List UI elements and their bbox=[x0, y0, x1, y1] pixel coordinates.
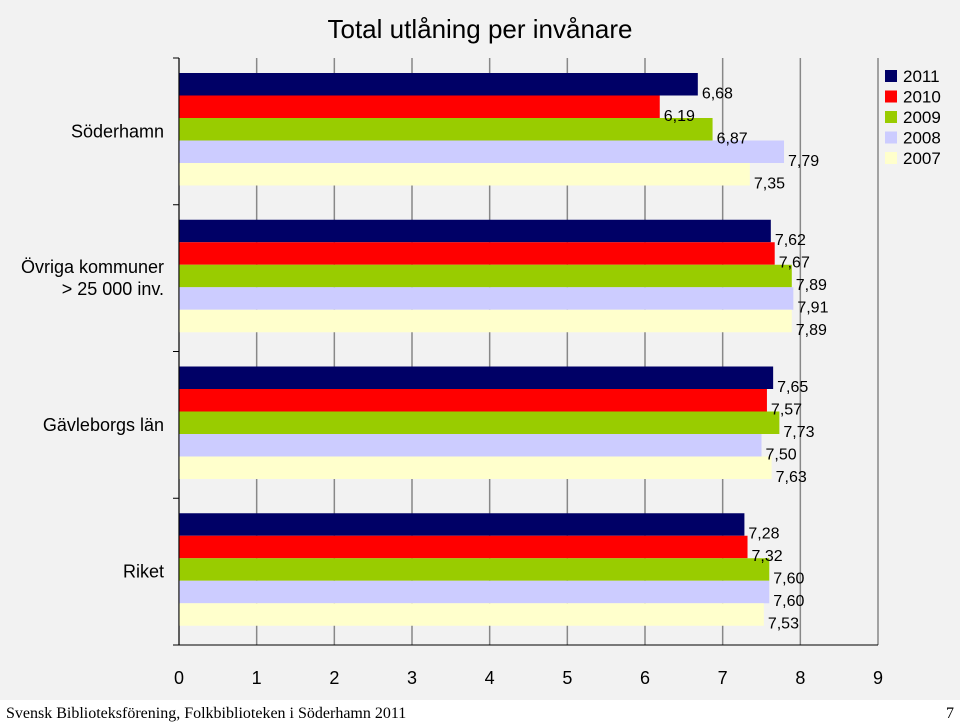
bar-2011-1 bbox=[179, 219, 771, 243]
bar-2010-0 bbox=[179, 95, 660, 118]
bar-chart: 0 1 2 3 4 5 6 7 8 9 Söderhamn Övriga kommuner > 25 0… bbox=[21, 14, 941, 688]
legend-label: 2009 bbox=[903, 108, 941, 127]
x-tick-label: 5 bbox=[562, 668, 572, 688]
x-tick-label: 1 bbox=[252, 668, 262, 688]
legend-swatch-2011 bbox=[885, 70, 897, 82]
legend-swatch-2010 bbox=[885, 90, 897, 103]
data-label: 7,32 bbox=[752, 548, 783, 565]
data-label: 7,89 bbox=[796, 277, 827, 294]
data-label: 6,19 bbox=[664, 108, 695, 125]
x-tick-label: 3 bbox=[407, 668, 417, 688]
bar-2010-1 bbox=[179, 242, 775, 265]
data-label: 7,57 bbox=[771, 401, 802, 418]
x-tick-label: 8 bbox=[795, 668, 805, 688]
data-label: 7,60 bbox=[773, 593, 804, 610]
category-label: Gävleborgs län bbox=[43, 415, 164, 435]
data-label: 7,62 bbox=[775, 232, 806, 249]
data-label: 7,60 bbox=[773, 571, 804, 588]
data-label: 6,68 bbox=[702, 85, 733, 102]
legend-swatch-2007 bbox=[885, 152, 897, 164]
data-label: 7,35 bbox=[754, 175, 785, 192]
bar-2007-0 bbox=[179, 163, 750, 186]
legend-label: 2007 bbox=[903, 149, 941, 168]
data-label: 7,79 bbox=[788, 153, 819, 170]
data-label: 7,67 bbox=[779, 255, 810, 272]
page-footer: Svensk Biblioteksförening, Folkbibliotek… bbox=[0, 700, 960, 725]
data-label: 7,89 bbox=[796, 322, 827, 339]
x-tick-label: 7 bbox=[718, 668, 728, 688]
chart-slide: 0 1 2 3 4 5 6 7 8 9 Söderhamn Övriga kommuner > 25 0… bbox=[0, 0, 960, 700]
bar-2007-2 bbox=[179, 456, 772, 479]
legend-swatch-2009 bbox=[885, 111, 897, 123]
x-tick-label: 4 bbox=[485, 668, 495, 688]
chart-title: Total utlåning per invånare bbox=[328, 14, 633, 44]
bar-2011-2 bbox=[179, 366, 774, 389]
data-label: 7,28 bbox=[748, 526, 779, 543]
x-tick-label: 0 bbox=[174, 668, 184, 688]
bar-2008-0 bbox=[179, 140, 785, 163]
data-label: 7,63 bbox=[776, 469, 807, 486]
data-label: 7,73 bbox=[783, 424, 814, 441]
bar-2009-1 bbox=[179, 264, 792, 288]
bar-2011-0 bbox=[179, 73, 698, 96]
category-label: Riket bbox=[123, 562, 164, 582]
data-label: 6,87 bbox=[717, 130, 748, 147]
bar-2009-2 bbox=[179, 411, 780, 434]
x-tick-label: 9 bbox=[873, 668, 883, 688]
bar-2011-3 bbox=[179, 513, 745, 536]
category-label: Övriga kommuner > 25 000 inv. bbox=[21, 257, 164, 299]
legend-label: 2011 bbox=[903, 67, 940, 86]
x-tick-label: 2 bbox=[329, 668, 339, 688]
bar-2008-2 bbox=[179, 434, 762, 457]
bar-2010-3 bbox=[179, 535, 748, 559]
bar-2009-0 bbox=[179, 118, 713, 141]
footer-source: Svensk Biblioteksförening, Folkbibliotek… bbox=[6, 705, 407, 722]
category-label: Söderhamn bbox=[71, 121, 164, 141]
bar-2007-3 bbox=[179, 603, 764, 626]
data-label: 7,91 bbox=[797, 300, 828, 317]
data-label: 7,53 bbox=[768, 616, 799, 633]
page-number: 7 bbox=[946, 705, 954, 722]
data-label: 7,50 bbox=[766, 446, 797, 463]
legend-label: 2008 bbox=[903, 129, 941, 148]
bar-2010-2 bbox=[179, 389, 767, 412]
x-tick-label: 6 bbox=[640, 668, 650, 688]
bar-2008-3 bbox=[179, 580, 770, 604]
data-label: 7,65 bbox=[777, 379, 808, 396]
legend-swatch-2008 bbox=[885, 131, 897, 144]
bar-2007-1 bbox=[179, 309, 792, 333]
legend-label: 2010 bbox=[903, 88, 941, 107]
bar-2008-1 bbox=[179, 287, 794, 310]
bar-2009-3 bbox=[179, 558, 770, 581]
